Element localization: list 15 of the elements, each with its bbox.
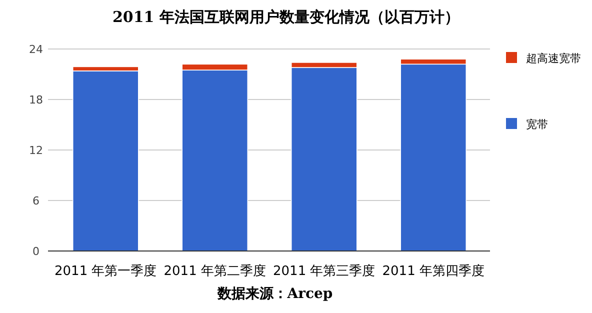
legend-label: 超高速宽带 — [526, 52, 581, 65]
x-tick-label: 2011 年第四季度 — [382, 263, 484, 279]
bar — [72, 70, 139, 252]
y-tick-label: 24 — [29, 43, 43, 56]
source-note: 数据来源：Arcep — [216, 286, 333, 302]
x-tick-label: 2011 年第一季度 — [54, 263, 157, 279]
x-tick-label: 2011 年第二季度 — [164, 263, 266, 279]
y-tick-label: 12 — [29, 144, 43, 157]
y-tick-label: 18 — [29, 94, 43, 106]
y-tick-label: 6 — [32, 194, 40, 208]
x-tick-label: 2011 年第三季度 — [273, 263, 376, 279]
legend-item: 宽带 — [506, 118, 548, 131]
y-tick-label: 0 — [32, 245, 40, 258]
legend-item: 超高速宽带 — [506, 52, 581, 65]
chart-title: 2011 年法国互联网用户数量变化情况（以百万计） — [112, 8, 460, 26]
